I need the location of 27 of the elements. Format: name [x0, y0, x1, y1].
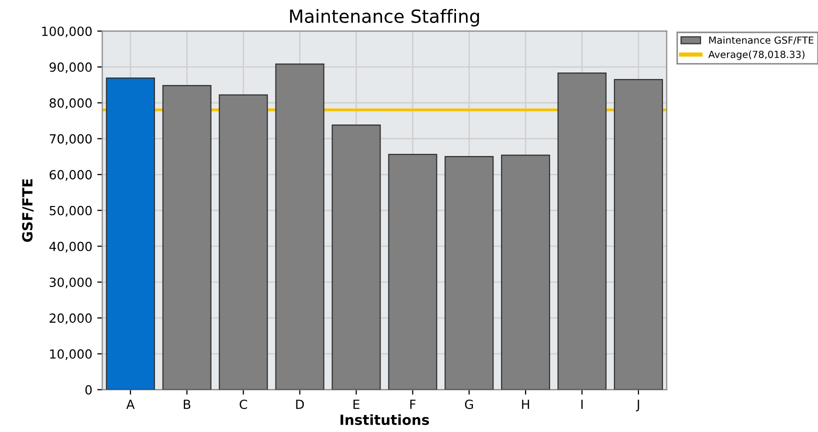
y-tick-label: 10,000 — [50, 349, 92, 360]
x-tick-label: J — [636, 400, 640, 412]
y-tick-label: 50,000 — [50, 206, 92, 217]
y-tick-label: 40,000 — [49, 242, 92, 252]
y-tick-label: 0 — [85, 385, 92, 395]
y-tick-label: 100,000 — [42, 26, 92, 38]
x-tick-label: H — [522, 400, 530, 409]
x-axis-title: Institutions — [340, 414, 429, 426]
x-tick-label: F — [410, 400, 416, 409]
y-tick-label: 80,000 — [50, 98, 92, 110]
x-tick-label: G — [464, 400, 473, 410]
y-tick-label: 20,000 — [50, 313, 92, 324]
legend-label: Maintenance GSF/FTE — [709, 36, 814, 45]
x-tick-label: I — [581, 400, 583, 409]
legend-label: Average(78,018.33) — [708, 50, 804, 60]
bar — [106, 78, 156, 390]
y-tick-label: 70,000 — [50, 134, 92, 145]
x-tick-label: B — [184, 400, 190, 409]
y-axis-title: GSF/FTE — [22, 179, 34, 242]
chart-title: Maintenance Staffing — [290, 9, 479, 27]
x-tick-label: E — [354, 400, 360, 409]
y-tick-label: 30,000 — [50, 278, 92, 288]
x-tick-label: A — [126, 400, 135, 409]
x-tick-label: C — [240, 400, 248, 410]
y-tick-label: 60,000 — [50, 170, 92, 181]
y-tick-label: 90,000 — [50, 62, 92, 74]
x-tick-label: D — [296, 400, 304, 409]
